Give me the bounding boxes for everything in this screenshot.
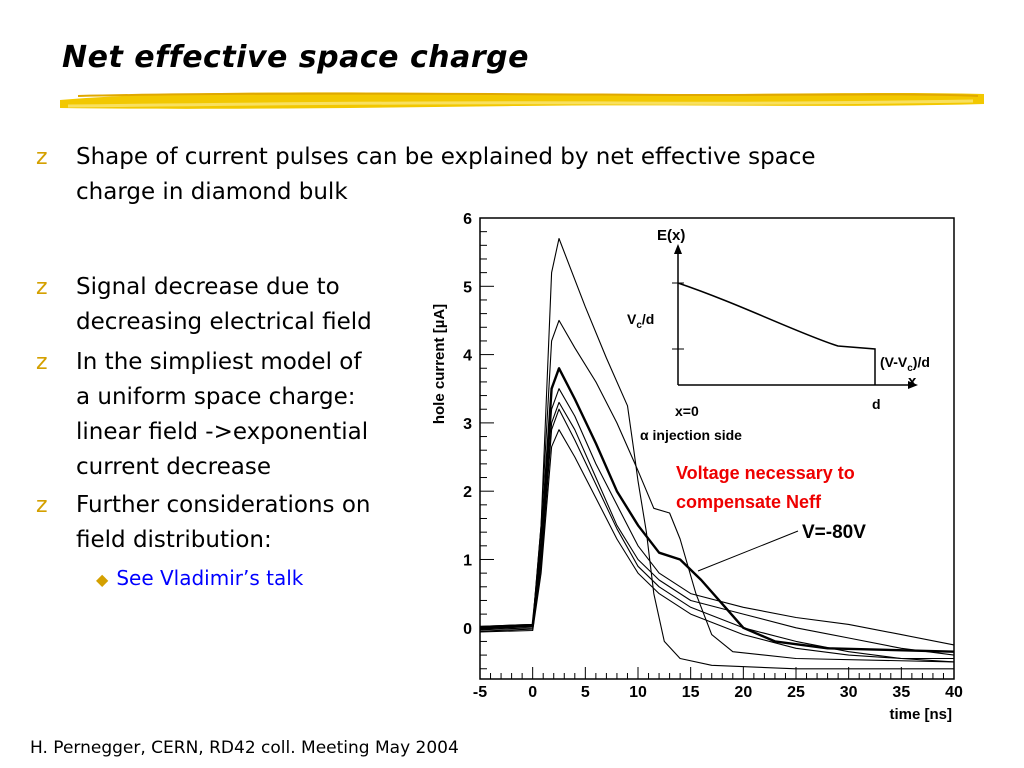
series-line-2 — [479, 319, 955, 663]
bullet-3-line-2: a uniform space charge: — [76, 384, 356, 410]
inset-d-label: d — [872, 396, 881, 412]
bullet-2-line-2: decreasing electrical field — [76, 309, 372, 335]
annotation-voltage: V=-80V — [802, 522, 866, 543]
bullet-icon: z — [36, 145, 48, 170]
series-line-7 — [479, 429, 955, 663]
annotation-red-line-1: Voltage necessary to — [676, 463, 855, 483]
inset-xlabel: x — [908, 373, 917, 390]
title-underline-brush — [60, 92, 984, 109]
bullet-1-line-1: Shape of current pulses can be explained… — [76, 144, 816, 170]
bullet-3-line-3: linear field ->exponential — [76, 419, 369, 445]
inset-right-label: (V-Vc)/d — [880, 354, 930, 374]
bullet-4-line-1: Further considerations on — [76, 492, 371, 518]
x-tick-label: 25 — [787, 684, 805, 701]
x-tick-label: 0 — [528, 684, 537, 701]
field-inset: E(x) x Vc/d (V-Vc)/d x=0 d α injection s… — [627, 227, 930, 443]
annotation-pointer-line — [697, 530, 799, 572]
sub-bullet-link[interactable]: See Vladimir’s talk — [116, 566, 304, 590]
annotation-red-line-2: compensate Neff — [676, 492, 822, 512]
hole-current-chart: -5 0 5 10 15 20 25 30 35 40 0 1 2 3 4 5 6 hole current … — [431, 211, 963, 723]
inset-x-arrow — [908, 381, 918, 389]
bullet-icon: z — [36, 350, 48, 375]
x-tick-label: 15 — [682, 684, 700, 701]
bullet-1-line-2: charge in diamond bulk — [76, 179, 348, 205]
y-tick-label: 2 — [463, 484, 472, 501]
diamond-icon: ◆ — [96, 570, 109, 589]
y-axis-label: hole current [µA] — [431, 304, 448, 424]
bullet-icon: z — [36, 275, 48, 300]
series-line-1 — [479, 237, 954, 670]
x-tick-label: 10 — [629, 684, 647, 701]
y-tick-label: 6 — [463, 211, 472, 228]
inset-y-arrow — [674, 244, 682, 254]
y-tick-label: 3 — [463, 416, 472, 433]
y-tick-label: 1 — [463, 552, 472, 569]
inset-injection-label: α injection side — [640, 427, 742, 443]
y-tick-label: 0 — [463, 621, 472, 638]
x-tick-label: 40 — [945, 684, 963, 701]
x-tick-label: 35 — [892, 684, 910, 701]
x-tick-label: 5 — [581, 684, 590, 701]
bullet-4-line-2: field distribution: — [76, 527, 272, 553]
sub-bullet: ◆ See Vladimir’s talk — [96, 566, 303, 590]
footer-credit: H. Pernegger, CERN, RD42 coll. Meeting M… — [30, 738, 459, 758]
bullet-3-line-1: In the simpliest model of — [76, 349, 362, 375]
series-line-6 — [479, 408, 954, 660]
x-tick-label: 20 — [734, 684, 752, 701]
inset-ylabel: E(x) — [657, 227, 685, 244]
plot-frame — [479, 217, 955, 680]
bullet-3-line-4: current decrease — [76, 454, 272, 480]
inset-field-line — [677, 282, 876, 385]
x-axis-label: time [ns] — [889, 706, 952, 723]
inset-x0-label: x=0 — [675, 403, 699, 419]
inset-vc-label: Vc/d — [627, 311, 654, 331]
x-tick-label: 30 — [840, 684, 858, 701]
series-line-3 — [479, 367, 955, 653]
bullet-icon: z — [36, 493, 48, 518]
y-tick-label: 5 — [463, 279, 472, 296]
series-line-4 — [479, 388, 955, 646]
y-tick-label: 4 — [463, 348, 472, 365]
bullet-2-line-1: Signal decrease due to — [76, 274, 340, 300]
slide-title: Net effective space charge — [62, 40, 529, 75]
x-tick-label: -5 — [473, 684, 487, 701]
